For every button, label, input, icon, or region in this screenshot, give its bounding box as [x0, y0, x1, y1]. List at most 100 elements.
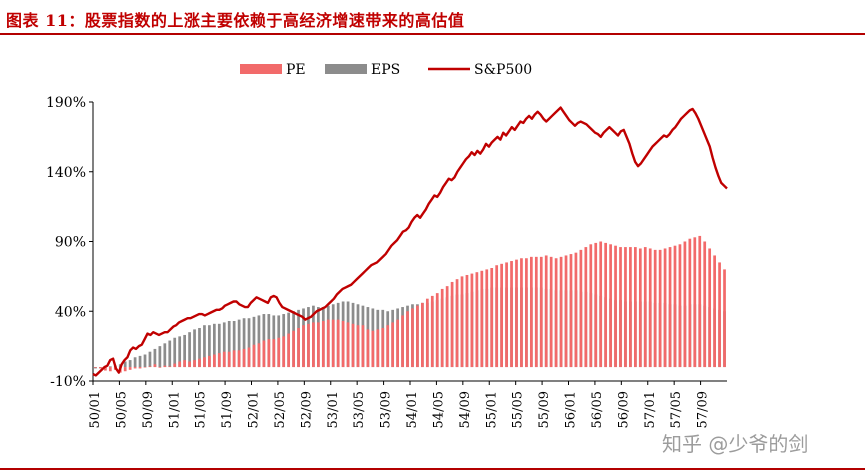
eps-bar	[143, 354, 147, 368]
pe-bar	[371, 330, 375, 368]
eps-bar	[128, 360, 132, 368]
pe-bar	[148, 366, 152, 368]
pe-bar	[193, 360, 196, 368]
pe-bar	[619, 247, 622, 368]
x-tick-label: 52/01	[247, 391, 262, 428]
pe-bar	[564, 255, 568, 368]
pe-bar	[614, 245, 617, 368]
x-tick-label: 50/05	[114, 391, 129, 428]
pe-bar	[450, 281, 454, 368]
pe-bar	[520, 258, 523, 368]
pe-bar	[123, 367, 127, 372]
pe-bar	[515, 259, 518, 368]
eps-bar	[193, 329, 196, 368]
pe-bar	[698, 235, 702, 368]
pe-bar	[440, 288, 444, 368]
pe-bar	[222, 351, 226, 368]
pe-bar	[668, 247, 672, 368]
eps-bar	[212, 323, 216, 368]
x-tick-label: 57/01	[643, 391, 658, 428]
pe-bar	[317, 322, 320, 368]
eps-bar	[227, 321, 231, 368]
pe-bar	[297, 327, 300, 368]
eps-bar	[188, 332, 191, 368]
eps-bar	[153, 348, 157, 368]
pe-bar	[559, 256, 563, 368]
pe-bar	[183, 360, 186, 368]
pe-bar	[356, 325, 360, 368]
x-tick-label: 57/05	[669, 391, 684, 428]
pe-bar	[133, 367, 137, 369]
pe-bar	[247, 347, 251, 368]
pe-bar	[718, 262, 721, 368]
eps-bar	[138, 355, 142, 368]
pe-bar	[406, 311, 409, 368]
pe-bar	[703, 241, 707, 368]
pe-bar	[723, 269, 726, 368]
legend-label-pe: PE	[286, 62, 306, 78]
pe-bar	[470, 273, 474, 368]
x-tick-label: 54/01	[405, 391, 420, 428]
pe-bar	[178, 361, 182, 368]
pe-bar	[445, 286, 449, 368]
x-tick-label: 51/09	[220, 391, 235, 428]
pe-bar	[425, 298, 429, 368]
eps-bar	[173, 337, 177, 368]
legend-swatch-eps	[325, 64, 367, 74]
x-tick-label: 55/05	[511, 391, 526, 428]
pe-bar	[321, 321, 325, 368]
pe-bar	[708, 248, 712, 368]
pe-bar	[579, 249, 583, 368]
y-tick-label: 140%	[46, 165, 86, 181]
eps-bar	[178, 336, 182, 368]
pe-bar	[282, 336, 286, 368]
pe-bar	[272, 339, 276, 368]
eps-bar	[222, 322, 226, 368]
pe-bar	[529, 256, 533, 368]
x-tick-label: 53/05	[352, 391, 367, 428]
x-tick-label: 52/09	[299, 391, 314, 428]
pe-bar	[138, 367, 142, 369]
pe-bar	[257, 343, 261, 368]
x-tick-label: 51/05	[194, 391, 209, 428]
pe-bar	[396, 319, 399, 368]
eps-bar	[257, 315, 261, 368]
pe-bar	[346, 322, 350, 368]
eps-bar	[163, 343, 167, 368]
pe-bar	[634, 247, 637, 368]
pe-bar	[510, 261, 513, 368]
pe-bar	[366, 329, 370, 368]
pe-bar	[267, 339, 271, 368]
watermark: 知乎 @少爷的剑	[662, 432, 809, 456]
legend-label-eps: EPS	[371, 62, 400, 78]
pe-bar	[480, 270, 484, 368]
pe-bar	[495, 265, 499, 368]
pe-bar	[629, 247, 632, 368]
pe-bar	[485, 269, 489, 368]
x-tick-label: 50/01	[88, 391, 103, 428]
x-tick-label: 56/05	[590, 391, 605, 428]
pe-bar	[421, 302, 424, 368]
pe-bar	[638, 248, 642, 368]
pe-bar	[341, 321, 345, 368]
pe-bar	[108, 367, 112, 372]
pe-bar	[331, 319, 335, 368]
legend: PE EPS S&P500	[240, 62, 532, 78]
pe-bar	[584, 247, 588, 368]
eps-bar	[247, 318, 251, 368]
pe-bar	[643, 247, 647, 368]
x-tick-label: 54/05	[431, 391, 446, 428]
pe-bar	[683, 241, 687, 368]
pe-bar	[302, 325, 305, 368]
pe-bar	[227, 351, 231, 368]
pe-bar	[525, 258, 528, 368]
pe-bar	[242, 348, 246, 368]
bars	[94, 235, 726, 373]
pe-bar	[505, 262, 508, 368]
pe-bar	[312, 322, 315, 368]
pe-bar	[217, 353, 221, 368]
pe-bar	[554, 258, 558, 368]
line-series	[92, 106, 728, 377]
eps-bar	[108, 366, 112, 368]
x-tick-label: 55/01	[484, 391, 499, 428]
